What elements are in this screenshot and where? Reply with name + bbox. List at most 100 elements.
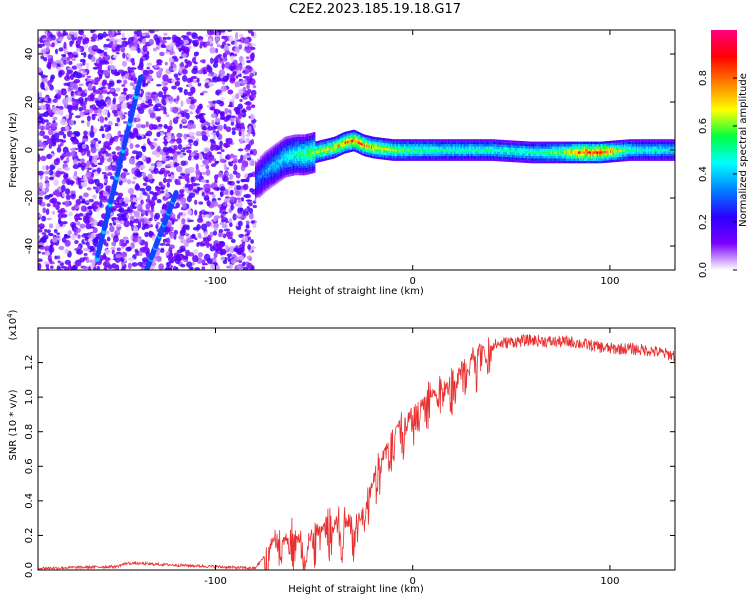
noise-cell <box>91 56 96 63</box>
ridge-cell <box>351 141 354 145</box>
noise-cell <box>88 108 94 114</box>
ridge-cell <box>427 156 429 159</box>
noise-cell <box>91 156 98 163</box>
ridge-cell <box>452 156 454 159</box>
ridge-cell <box>280 160 283 164</box>
ridge-cell <box>299 163 302 166</box>
ridge-cell <box>454 156 457 159</box>
ridge-cell <box>303 151 305 154</box>
noise-cell <box>241 59 245 66</box>
noise-cell <box>75 115 81 119</box>
ridge-cell <box>291 142 293 145</box>
ridge-cell <box>426 144 428 147</box>
ridge-cell <box>485 151 487 154</box>
noise-cell <box>74 240 79 245</box>
ridge-cell <box>438 151 440 154</box>
ridge-cell <box>254 180 257 183</box>
ridge-cell <box>411 144 413 147</box>
noise-cell <box>42 234 49 240</box>
ridge-cell <box>306 143 309 146</box>
noise-cell <box>62 191 66 198</box>
noise-cell <box>133 37 139 45</box>
ridge-cell <box>425 158 427 161</box>
ridge-cell <box>311 158 314 162</box>
ridge-cell <box>480 156 483 159</box>
ridge-cell <box>421 153 424 157</box>
ridge-cell <box>271 158 273 161</box>
ridge-cell <box>275 158 277 161</box>
ridge-cell <box>412 153 414 157</box>
ridge-cell <box>392 155 394 159</box>
ridge-cell <box>472 148 474 152</box>
ridge-cell <box>380 142 382 145</box>
ridge-cell <box>299 134 302 137</box>
ridge-cell <box>318 140 321 143</box>
ridge-cell <box>254 165 257 169</box>
ridge-cell <box>342 132 344 136</box>
noise-cell <box>96 148 102 152</box>
ridge-cell <box>299 156 302 159</box>
figure-title: C2E2.2023.185.19.18.G17 <box>288 2 462 17</box>
ridge-cell <box>267 168 270 171</box>
ridge-cell <box>391 141 393 144</box>
ridge-cell <box>400 153 402 157</box>
ridge-cell <box>462 151 464 154</box>
noise-cell <box>107 30 113 36</box>
ridge-cell <box>289 135 291 139</box>
ridge-cell <box>388 145 390 149</box>
ridge-cell <box>273 180 276 184</box>
ridge-cell <box>453 144 456 147</box>
noise-cell <box>77 217 83 221</box>
ridge-cell <box>269 184 271 187</box>
ridge-cell <box>457 146 459 149</box>
ridge-cell <box>270 149 272 153</box>
ridge-cell <box>340 152 342 156</box>
noise-cell <box>210 57 214 64</box>
ridge-cell <box>270 151 272 155</box>
ridge-cell <box>362 150 364 154</box>
ridge-cell <box>387 140 389 144</box>
noise-cell <box>71 134 75 138</box>
ridge-cell <box>428 156 431 159</box>
noise-cell <box>76 48 81 52</box>
noise-cell <box>245 199 252 202</box>
ridge-cell <box>471 144 473 147</box>
noise-cell <box>107 120 113 127</box>
ridge-cell <box>381 145 383 148</box>
ridge-cell <box>366 151 368 155</box>
ridge-cell <box>258 181 260 184</box>
ridge-cell <box>299 141 302 145</box>
noise-cell <box>110 246 116 250</box>
noise-cell <box>204 79 210 83</box>
ridge-cell <box>362 138 364 142</box>
noise-cell <box>58 47 64 52</box>
ridge-cell <box>367 142 369 146</box>
ridge-cell <box>312 141 315 145</box>
ridge-cell <box>283 137 285 141</box>
ridge-cell <box>439 139 441 142</box>
ridge-cell <box>315 143 317 147</box>
ridge-cell <box>302 139 304 142</box>
ridge-cell <box>289 164 291 167</box>
ridge-cell <box>392 151 394 154</box>
ridge-cell <box>257 182 259 185</box>
noise-cell <box>64 234 68 237</box>
noise-cell <box>238 131 242 137</box>
noise-cell <box>120 102 128 109</box>
noise-cell <box>67 108 72 114</box>
ridge-cell <box>448 146 451 149</box>
ridge-cell <box>426 139 428 142</box>
noise-cell <box>157 123 163 128</box>
ridge-cell <box>282 138 284 142</box>
ridge-cell <box>284 148 286 152</box>
ridge-cell <box>272 147 274 151</box>
noise-cell <box>131 61 136 66</box>
ridge-cell <box>277 165 279 169</box>
ridge-cell <box>375 137 377 140</box>
noise-cell <box>194 199 198 205</box>
ridge-cell <box>444 139 446 142</box>
ridge-cell <box>389 148 392 151</box>
ridge-cell <box>459 153 461 157</box>
ridge-cell <box>363 141 366 145</box>
ridge-cell <box>457 156 459 159</box>
